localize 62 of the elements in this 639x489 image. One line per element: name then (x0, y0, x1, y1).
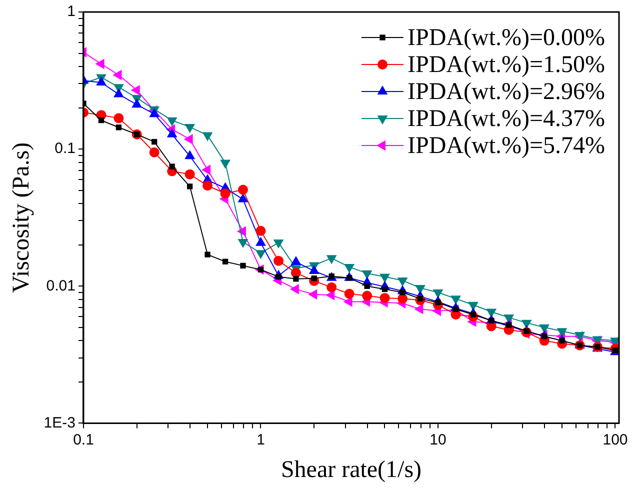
point (256, 226, 266, 236)
y-tick-label: 0.01 (46, 277, 76, 294)
point (114, 113, 124, 124)
point (414, 304, 424, 314)
point (204, 252, 210, 258)
point (380, 292, 390, 303)
point (152, 138, 158, 145)
point (149, 147, 160, 158)
legend-label: IPDA(wt.%)=2.96% (407, 78, 606, 105)
point (274, 256, 284, 266)
point (184, 124, 196, 133)
point (362, 270, 372, 280)
point (293, 276, 299, 282)
y-axis-title: Viscosity (Pa.s) (8, 142, 35, 293)
point (116, 124, 122, 130)
point (326, 282, 337, 292)
point (380, 274, 390, 283)
point (397, 277, 408, 286)
point (238, 238, 248, 248)
point (382, 286, 388, 292)
point (202, 180, 213, 191)
point (130, 84, 140, 96)
y-tick-label: 1 (67, 3, 76, 20)
point (344, 264, 355, 273)
point (186, 184, 193, 190)
point (256, 250, 266, 260)
point (166, 117, 178, 126)
point (220, 160, 230, 169)
y-tick-label: 0.1 (54, 140, 76, 158)
y-tick-label: 1E-3 (44, 414, 76, 432)
point (202, 164, 211, 176)
point (326, 255, 337, 264)
point (184, 134, 193, 144)
x-tick-label: 1 (256, 431, 265, 448)
point (184, 169, 195, 180)
point (344, 288, 354, 299)
point (308, 289, 318, 300)
point (220, 188, 230, 199)
point (539, 324, 550, 334)
point (432, 289, 444, 298)
x-tick-label: 100 (602, 431, 628, 448)
x-tick-label: 0.1 (73, 431, 94, 448)
point (202, 132, 213, 142)
legend-label: IPDA(wt.%)=0.00% (407, 24, 606, 51)
point (468, 302, 478, 311)
legend-label: IPDA(wt.%)=1.50% (407, 52, 606, 78)
point (95, 58, 104, 70)
point (240, 262, 246, 269)
point (362, 290, 372, 301)
point (364, 283, 370, 289)
legend-label: IPDA(wt.%)=4.37% (407, 106, 606, 132)
point (415, 284, 426, 294)
point (398, 294, 408, 304)
x-axis-title: Shear rate(1/s) (280, 456, 422, 483)
legend-label: IPDA(wt.%)=5.74% (407, 132, 606, 159)
x-tick-label: 10 (430, 431, 446, 448)
point (326, 290, 335, 300)
point (98, 118, 104, 124)
point (238, 184, 248, 195)
point (169, 164, 175, 170)
point (222, 258, 228, 264)
point (343, 296, 352, 307)
